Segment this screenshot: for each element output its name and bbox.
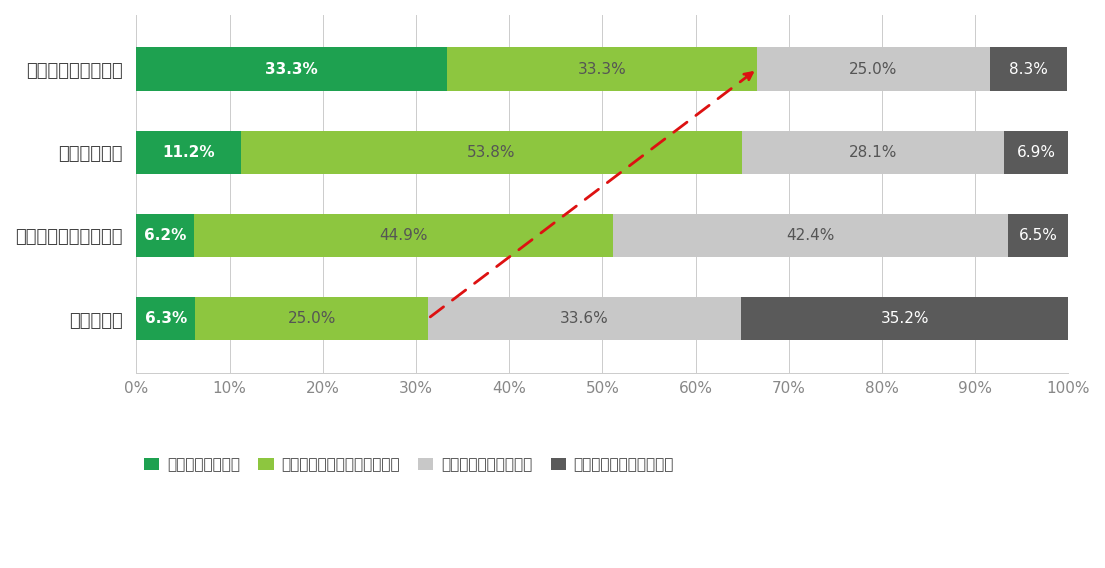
Text: 44.9%: 44.9% [379,228,428,243]
Bar [194,214,612,257]
Bar [196,297,428,340]
Legend: とてもおもしろい, どちらかというとおもしろい, あまりおもしろくない, まったくおもしろくない: とてもおもしろい, どちらかというとおもしろい, あまりおもしろくない, まった… [144,457,674,472]
Text: 35.2%: 35.2% [881,311,929,326]
Bar [1008,214,1069,257]
Text: 6.9%: 6.9% [1017,145,1055,160]
Bar [136,48,446,91]
Bar [446,48,757,91]
Bar [136,214,194,257]
Bar [741,297,1070,340]
Text: 6.5%: 6.5% [1019,228,1057,243]
Text: 25.0%: 25.0% [850,61,897,77]
Bar [990,48,1067,91]
Text: 6.3%: 6.3% [145,311,187,326]
Text: 28.1%: 28.1% [849,145,897,160]
Bar [136,297,196,340]
Bar [1004,131,1069,174]
Text: 11.2%: 11.2% [162,145,214,160]
Bar [612,214,1008,257]
Text: 53.8%: 53.8% [467,145,516,160]
Text: 33.6%: 33.6% [560,311,609,326]
Text: 33.3%: 33.3% [578,61,627,77]
Bar [241,131,743,174]
Bar [136,131,241,174]
Text: 33.3%: 33.3% [265,61,318,77]
Bar [757,48,990,91]
Text: 8.3%: 8.3% [1009,61,1048,77]
Text: 42.4%: 42.4% [786,228,834,243]
Bar [428,297,741,340]
Bar [743,131,1004,174]
Text: 6.2%: 6.2% [144,228,187,243]
Text: 25.0%: 25.0% [287,311,336,326]
